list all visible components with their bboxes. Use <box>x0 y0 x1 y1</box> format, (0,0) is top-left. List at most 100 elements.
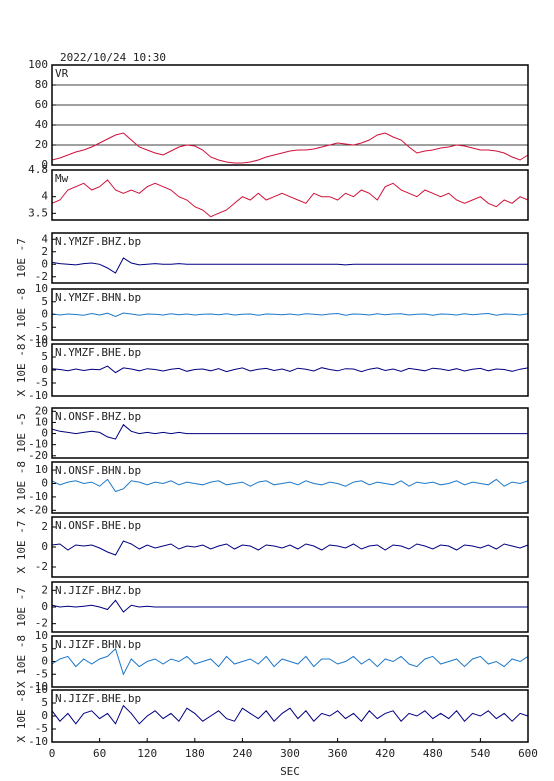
panel-label: N.ONSF.BHZ.bp <box>55 410 141 423</box>
y-tick-label: 0 <box>41 158 48 171</box>
waveform-line <box>51 478 529 493</box>
y-axis-label: X 10E -8 <box>15 344 28 397</box>
y-tick-label: 100 <box>28 58 48 71</box>
y-tick-label: 10 <box>35 463 48 476</box>
y-tick-label: 4 <box>41 190 48 203</box>
waveform-line <box>51 132 529 164</box>
y-tick-label: -2 <box>35 617 48 630</box>
y-tick-label: -10 <box>28 333 48 346</box>
y-axis-label: X 10E -7 <box>15 521 28 574</box>
y-tick-label: -10 <box>28 735 48 748</box>
x-tick-label: 600 <box>518 747 538 760</box>
y-tick-label: 5 <box>41 642 48 655</box>
waveform-line <box>51 179 529 218</box>
panel-frame <box>51 407 529 459</box>
panel-frame <box>51 232 529 284</box>
panel-frame <box>51 581 529 633</box>
x-axis-label: SEC <box>280 765 300 778</box>
y-tick-label: 20 <box>35 138 48 151</box>
panel-label: VR <box>55 67 69 80</box>
panel-label: N.JIZF.BHZ.bp <box>55 584 141 597</box>
x-tick-label: 480 <box>423 747 443 760</box>
y-tick-label: 0 <box>41 363 48 376</box>
y-tick-label: 0 <box>41 427 48 440</box>
x-tick-label: 60 <box>93 747 106 760</box>
y-tick-label: 10 <box>35 629 48 642</box>
waveform-line <box>51 423 528 440</box>
y-tick-label: 2 <box>41 520 48 533</box>
panel-frame <box>51 169 529 221</box>
y-tick-label: 60 <box>35 98 48 111</box>
y-tick-label: -2 <box>35 560 48 573</box>
panel-label: N.JIZF.BHN.bp <box>55 638 141 651</box>
x-tick-label: 0 <box>49 747 56 760</box>
y-tick-label: 80 <box>35 78 48 91</box>
y-tick-label: -5 <box>35 376 48 389</box>
y-tick-label: 10 <box>35 337 48 350</box>
x-tick-label: 120 <box>137 747 157 760</box>
y-tick-label: 3.5 <box>28 206 48 219</box>
y-tick-label: -10 <box>28 490 48 503</box>
y-tick-label: 10 <box>35 282 48 295</box>
y-tick-label: 4.8 <box>28 163 48 176</box>
y-axis-label: 10E -7 <box>15 587 28 627</box>
waveform-line <box>51 257 528 274</box>
y-tick-label: -20 <box>28 449 48 462</box>
panel-label: N.YMZF.BHE.bp <box>55 346 141 359</box>
x-tick-label: 360 <box>328 747 348 760</box>
y-tick-label: 2 <box>41 245 48 258</box>
waveform-line <box>51 365 529 374</box>
y-tick-label: 0 <box>41 709 48 722</box>
panel-label: N.ONSF.BHE.bp <box>55 519 141 532</box>
y-tick-label: 10 <box>35 683 48 696</box>
y-tick-label: -10 <box>28 438 48 451</box>
y-tick-label: -20 <box>28 503 48 516</box>
panel-label: N.JIZF.BHE.bp <box>55 692 141 705</box>
panel-label: Mw <box>55 172 69 185</box>
y-axis-label: X 10E -8 <box>15 690 28 743</box>
y-tick-label: 0 <box>41 476 48 489</box>
y-axis-label: X 10E -8 <box>15 288 28 341</box>
y-tick-label: -10 <box>28 389 48 402</box>
x-tick-label: 300 <box>280 747 300 760</box>
x-tick-label: 180 <box>185 747 205 760</box>
waveform-line <box>51 312 529 318</box>
waveform-line <box>51 704 529 725</box>
panel-label: N.ONSF.BHN.bp <box>55 464 141 477</box>
y-axis-label: X 10E -8 <box>15 461 28 514</box>
y-tick-label: 5 <box>41 295 48 308</box>
panel-frame <box>51 635 529 688</box>
x-tick-label: 420 <box>375 747 395 760</box>
y-tick-label: 5 <box>41 696 48 709</box>
panel-label: N.YMZF.BHN.bp <box>55 291 141 304</box>
y-tick-label: 10 <box>35 415 48 428</box>
waveform-line <box>51 599 528 613</box>
y-tick-label: 0 <box>41 257 48 270</box>
y-axis-label: 10E -5 <box>15 413 28 453</box>
chart-title: 2022/10/24 10:30 <box>60 51 166 64</box>
y-tick-label: 0 <box>41 600 48 613</box>
panel-frame <box>51 461 529 514</box>
y-axis-label: X 10E -8 <box>15 635 28 688</box>
panel-label: N.YMZF.BHZ.bp <box>55 235 141 248</box>
y-tick-label: -10 <box>28 680 48 693</box>
y-tick-label: 0 <box>41 655 48 668</box>
y-axis-label: 10E -7 <box>15 238 28 278</box>
y-tick-label: -5 <box>35 722 48 735</box>
y-tick-label: 4 <box>41 232 48 245</box>
y-tick-label: 0 <box>41 540 48 553</box>
waveform-line <box>51 540 529 556</box>
waveform-line <box>51 647 529 676</box>
y-tick-label: 5 <box>41 350 48 363</box>
y-tick-label: 2 <box>41 583 48 596</box>
y-tick-label: -5 <box>35 320 48 333</box>
panel-frame <box>51 288 529 341</box>
y-tick-label: -2 <box>35 270 48 283</box>
y-tick-label: 0 <box>41 308 48 321</box>
panel-frame <box>51 64 529 166</box>
y-tick-label: 40 <box>35 118 48 131</box>
x-tick-label: 540 <box>470 747 490 760</box>
y-tick-label: 20 <box>35 404 48 417</box>
y-tick-label: -5 <box>35 667 48 680</box>
x-tick-label: 240 <box>232 747 252 760</box>
